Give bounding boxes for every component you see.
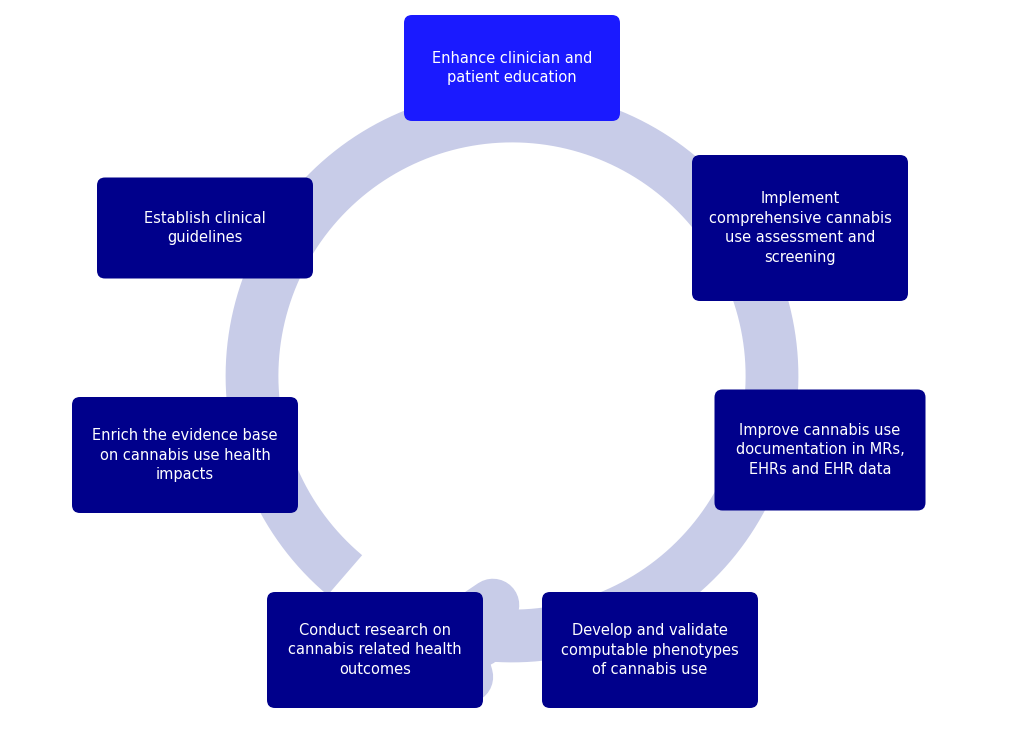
Text: Implement
comprehensive cannabis
use assessment and
screening: Implement comprehensive cannabis use ass… — [709, 191, 892, 265]
Text: Conduct research on
cannabis related health
outcomes: Conduct research on cannabis related hea… — [288, 623, 462, 678]
FancyBboxPatch shape — [692, 155, 908, 301]
FancyBboxPatch shape — [267, 592, 483, 708]
Text: Establish clinical
guidelines: Establish clinical guidelines — [144, 211, 266, 245]
FancyBboxPatch shape — [72, 397, 298, 513]
Text: Enhance clinician and
patient education: Enhance clinician and patient education — [432, 50, 592, 86]
FancyBboxPatch shape — [715, 390, 926, 511]
FancyBboxPatch shape — [97, 177, 313, 278]
FancyBboxPatch shape — [404, 15, 620, 121]
Text: Develop and validate
computable phenotypes
of cannabis use: Develop and validate computable phenotyp… — [561, 623, 739, 678]
Text: Enrich the evidence base
on cannabis use health
impacts: Enrich the evidence base on cannabis use… — [92, 428, 278, 482]
Text: Improve cannabis use
documentation in MRs,
EHRs and EHR data: Improve cannabis use documentation in MR… — [735, 423, 904, 478]
FancyBboxPatch shape — [542, 592, 758, 708]
